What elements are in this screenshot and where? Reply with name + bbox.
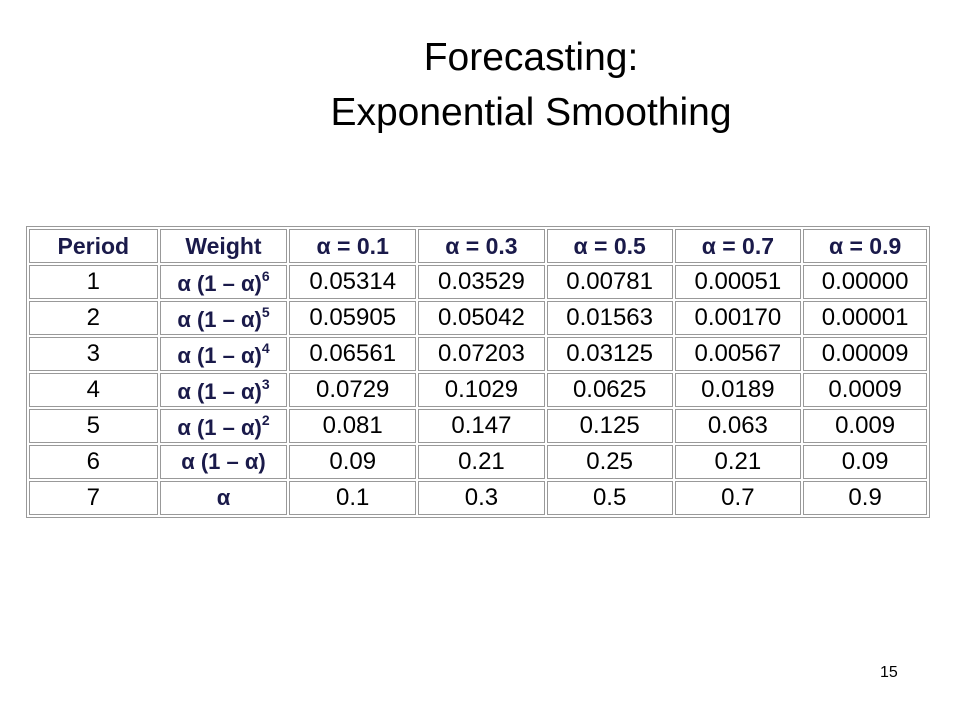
weight-exponent: 3 (261, 375, 270, 392)
weight-base: α (1 – α) (177, 414, 262, 440)
weight-exponent: 4 (261, 339, 270, 356)
period-cell: 2 (29, 301, 158, 335)
period-cell: 7 (29, 481, 158, 515)
value-cell: 0.0009 (803, 373, 927, 407)
value-cell: 0.5 (546, 481, 673, 515)
value-cell: 0.21 (418, 445, 545, 479)
value-cell: 0.147 (418, 409, 545, 443)
value-cell: 0.7 (674, 481, 802, 515)
value-cell: 0.03529 (418, 265, 545, 299)
value-cell: 0.1029 (418, 373, 545, 407)
value-cell: 0.125 (546, 409, 673, 443)
value-cell: 0.00009 (803, 337, 927, 371)
value-cell: 0.09 (289, 445, 417, 479)
weights-table: Period Weight α = 0.1 α = 0.3 α = 0.5 α = 0.7… (26, 226, 930, 518)
value-cell: 0.9 (803, 481, 927, 515)
weight-base: α (1 – α) (177, 270, 262, 296)
value-cell: 0.01563 (546, 301, 673, 335)
header-cell: α = 0.1 (289, 229, 417, 263)
table-row: 7 α 0.1 0.3 0.5 0.7 0.9 (29, 481, 927, 515)
value-cell: 0.00000 (803, 265, 927, 299)
value-cell: 0.00567 (674, 337, 802, 371)
weight-base: α (1 – α) (177, 378, 262, 404)
period-cell: 5 (29, 409, 158, 443)
value-cell: 0.081 (289, 409, 417, 443)
value-cell: 0.0729 (289, 373, 417, 407)
weight-base: α (1 – α) (177, 306, 262, 332)
title-line: Exponential Smoothing (330, 91, 732, 134)
value-cell: 0.0625 (546, 373, 673, 407)
weight-exponent: 2 (261, 411, 270, 428)
weight-cell: α (1 – α) (159, 445, 288, 479)
weight-base: α (1 – α) (177, 342, 262, 368)
value-cell: 0.009 (803, 409, 927, 443)
header-cell: α = 0.5 (546, 229, 673, 263)
weight-base: α (216, 485, 231, 510)
value-cell: 0.07203 (418, 337, 545, 371)
period-cell: 3 (29, 337, 158, 371)
value-cell: 0.09 (803, 445, 927, 479)
header-cell: Weight (159, 229, 288, 263)
value-cell: 0.0189 (674, 373, 802, 407)
period-cell: 6 (29, 445, 158, 479)
value-cell: 0.05042 (418, 301, 545, 335)
header-cell: Period (29, 229, 158, 263)
value-cell: 0.25 (546, 445, 673, 479)
value-cell: 0.00170 (674, 301, 802, 335)
weight-exponent: 6 (261, 267, 270, 284)
value-cell: 0.05314 (289, 265, 417, 299)
title-line: Forecasting: (423, 36, 639, 79)
weight-cell: α (1 – α)5 (159, 301, 288, 335)
weight-exponent: 5 (261, 303, 270, 320)
value-cell: 0.03125 (546, 337, 673, 371)
header-cell: α = 0.7 (674, 229, 802, 263)
value-cell: 0.1 (289, 481, 417, 515)
value-cell: 0.3 (418, 481, 545, 515)
header-row: Period Weight α = 0.1 α = 0.3 α = 0.5 α = 0.7… (29, 229, 927, 263)
value-cell: 0.21 (674, 445, 802, 479)
value-cell: 0.00051 (674, 265, 802, 299)
value-cell: 0.00001 (803, 301, 927, 335)
value-cell: 0.063 (674, 409, 802, 443)
weight-cell: α (159, 481, 288, 515)
value-cell: 0.00781 (546, 265, 673, 299)
header-cell: α = 0.9 (803, 229, 927, 263)
weight-cell: α (1 – α)4 (159, 337, 288, 371)
weight-cell: α (1 – α)6 (159, 265, 288, 299)
weight-cell: α (1 – α)3 (159, 373, 288, 407)
value-cell: 0.05905 (289, 301, 417, 335)
page-number: 15 (880, 664, 898, 681)
weight-cell: α (1 – α)2 (159, 409, 288, 443)
weight-base: α (1 – α) (181, 449, 266, 474)
period-cell: 1 (29, 265, 158, 299)
period-cell: 4 (29, 373, 158, 407)
header-cell: α = 0.3 (418, 229, 545, 263)
value-cell: 0.06561 (289, 337, 417, 371)
